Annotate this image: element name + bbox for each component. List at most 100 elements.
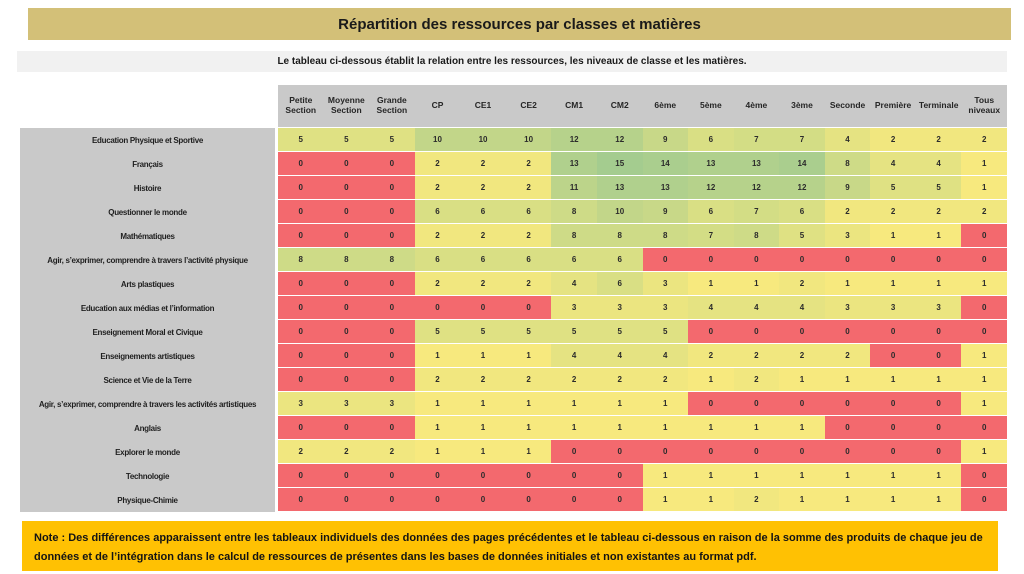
- heatmap-cell: 2: [779, 272, 825, 296]
- heatmap-cell: 1: [505, 416, 552, 440]
- heatmap-cell: 2: [505, 368, 552, 392]
- heatmap-cell: 4: [596, 344, 643, 368]
- heatmap-cell: 0: [323, 176, 370, 200]
- row-label: Agir, s’exprimer, comprendre à travers l…: [20, 248, 278, 272]
- heatmap-cell: 1: [414, 392, 461, 416]
- heatmap-cell: 0: [824, 248, 871, 272]
- row-label: Physique-Chimie: [20, 488, 278, 512]
- heatmap-cell: 0: [323, 464, 370, 488]
- heatmap-cell: 1: [596, 392, 643, 416]
- heatmap-cell: 0: [824, 320, 871, 344]
- heatmap-cell: 2: [278, 440, 324, 464]
- heatmap-cell: 0: [642, 248, 689, 272]
- heatmap-cell: 12: [779, 176, 825, 200]
- heatmap-cell: 0: [870, 344, 916, 368]
- note-text: Note : Des différences apparaissent entr…: [34, 532, 983, 564]
- column-header: Première: [870, 85, 916, 128]
- heatmap-cell: 14: [779, 152, 825, 176]
- heatmap-grid: Petite Section Moyenne Section Grande Sect…: [20, 85, 1007, 512]
- heatmap-cell: 0: [278, 176, 324, 200]
- heatmap-cell: 1: [460, 416, 506, 440]
- heatmap-cell: 6: [596, 248, 643, 272]
- heatmap-cell: 4: [824, 128, 871, 152]
- heatmap-cell: 0: [369, 296, 415, 320]
- table-corner-cell: [20, 85, 278, 128]
- heatmap-cell: 1: [961, 272, 1007, 296]
- row-label: Science et Vie de la Terre: [20, 368, 278, 392]
- heatmap-cell: 0: [460, 464, 506, 488]
- heatmap-cell: 1: [551, 416, 597, 440]
- heatmap-cell: 2: [323, 440, 370, 464]
- heatmap-cell: 2: [414, 224, 461, 248]
- heatmap-cell: 0: [323, 488, 370, 512]
- heatmap-cell: 1: [688, 464, 734, 488]
- heatmap-cell: 1: [460, 392, 506, 416]
- heatmap-cell: 5: [278, 128, 324, 152]
- heatmap-cell: 0: [369, 344, 415, 368]
- heatmap-cell: 3: [915, 296, 962, 320]
- heatmap-cell: 1: [460, 344, 506, 368]
- row-label: Mathématiques: [20, 224, 278, 248]
- heatmap-cell: 1: [824, 488, 871, 512]
- heatmap-cell: 10: [460, 128, 506, 152]
- heatmap-cell: 1: [505, 440, 552, 464]
- subtitle-bar: Le tableau ci-dessous établit la relatio…: [17, 51, 1007, 72]
- heatmap-cell: 1: [642, 392, 689, 416]
- heatmap-cell: 7: [688, 224, 734, 248]
- heatmap-cell: 0: [278, 152, 324, 176]
- heatmap-cell: 1: [688, 368, 734, 392]
- heatmap-cell: 10: [596, 200, 643, 224]
- heatmap-cell: 0: [733, 248, 780, 272]
- heatmap-cell: 0: [915, 344, 962, 368]
- column-header: CP: [414, 85, 461, 128]
- heatmap-cell: 0: [961, 464, 1007, 488]
- heatmap-cell: 8: [596, 224, 643, 248]
- heatmap-cell: 0: [870, 320, 916, 344]
- heatmap-cell: 1: [414, 344, 461, 368]
- heatmap-cell: 2: [642, 368, 689, 392]
- heatmap-cell: 11: [551, 176, 597, 200]
- heatmap-cell: 7: [733, 128, 780, 152]
- heatmap-cell: 1: [870, 464, 916, 488]
- heatmap-cell: 4: [642, 344, 689, 368]
- column-header: Grande Section: [369, 85, 415, 128]
- column-header: 3ème: [779, 85, 825, 128]
- column-header: CM2: [596, 85, 643, 128]
- heatmap-cell: 0: [596, 440, 643, 464]
- heatmap-cell: 0: [369, 224, 415, 248]
- heatmap-cell: 3: [323, 392, 370, 416]
- heatmap-cell: 1: [414, 416, 461, 440]
- row-label: Histoire: [20, 176, 278, 200]
- heatmap-cell: 9: [642, 128, 689, 152]
- heatmap-cell: 0: [369, 176, 415, 200]
- column-header: Petite Section: [278, 85, 324, 128]
- heatmap-cell: 0: [369, 488, 415, 512]
- heatmap-cell: 10: [505, 128, 552, 152]
- column-header: 5ème: [688, 85, 734, 128]
- heatmap-cell: 1: [915, 272, 962, 296]
- heatmap-cell: 0: [915, 440, 962, 464]
- column-header: CE1: [460, 85, 506, 128]
- heatmap-cell: 6: [414, 200, 461, 224]
- column-header: CM1: [551, 85, 597, 128]
- heatmap-cell: 1: [733, 464, 780, 488]
- heatmap-cell: 0: [642, 440, 689, 464]
- heatmap-cell: 5: [414, 320, 461, 344]
- heatmap-cell: 1: [779, 368, 825, 392]
- heatmap-cell: 0: [824, 392, 871, 416]
- heatmap-cell: 0: [779, 248, 825, 272]
- heatmap-cell: 8: [323, 248, 370, 272]
- page-title: Répartition des ressources par classes e…: [338, 15, 701, 33]
- heatmap-cell: 1: [824, 272, 871, 296]
- heatmap-cell: 5: [779, 224, 825, 248]
- heatmap-cell: 0: [278, 272, 324, 296]
- heatmap-cell: 1: [961, 176, 1007, 200]
- row-label: Technologie: [20, 464, 278, 488]
- heatmap-cell: 0: [733, 320, 780, 344]
- heatmap-cell: 2: [460, 224, 506, 248]
- row-label: Education aux médias et l’information: [20, 296, 278, 320]
- heatmap-cell: 1: [870, 368, 916, 392]
- heatmap-cell: 2: [369, 440, 415, 464]
- heatmap-cell: 4: [551, 272, 597, 296]
- heatmap-cell: 2: [505, 152, 552, 176]
